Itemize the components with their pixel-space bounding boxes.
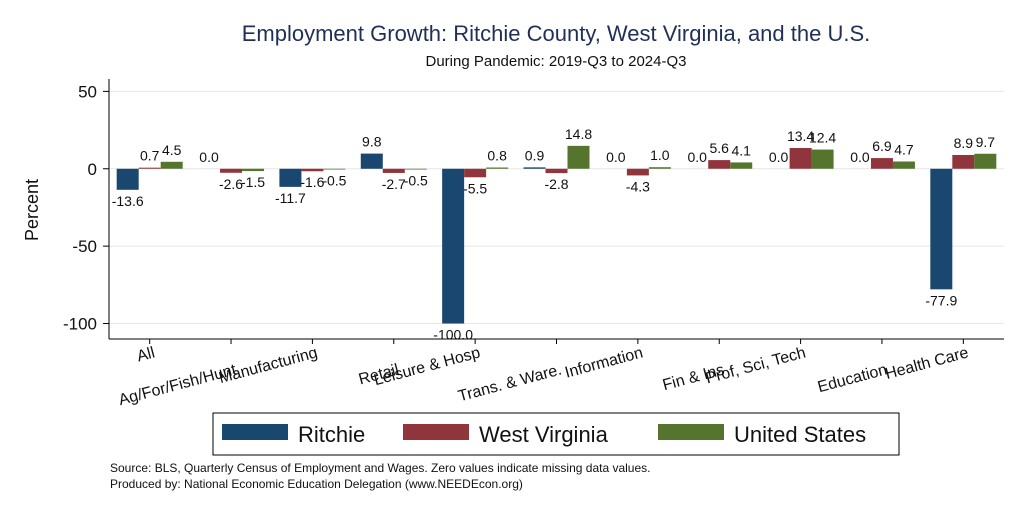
bar-united-states-retail <box>404 168 427 170</box>
bar-united-states-trans-ware <box>567 145 590 169</box>
bar-west-virginia-retail <box>382 168 405 173</box>
bar-west-virginia-ag-for-fish-hunt <box>220 168 243 173</box>
bar-ritchie-health-care <box>930 168 953 290</box>
y-tick-label: -100 <box>63 315 97 334</box>
bar-west-virginia-information <box>626 168 649 176</box>
bar-ritchie-trans-ware <box>523 167 546 169</box>
bar-west-virginia-leisure-hosp <box>464 168 487 178</box>
legend-swatch-united-states <box>658 424 724 440</box>
y-tick-label: 0 <box>88 160 97 179</box>
data-label-west-virginia-information: -4.3 <box>626 178 650 194</box>
bar-west-virginia-all <box>138 167 161 169</box>
legend: Ritchie West Virginia United States <box>212 412 900 456</box>
category-label-all: All <box>135 344 157 365</box>
data-label-ritchie-ag-for-fish-hunt: 0.0 <box>199 149 219 165</box>
data-label-west-virginia-trans-ware: -2.8 <box>544 176 568 192</box>
data-label-west-virginia-prof-sci-tech: 13.4 <box>787 128 814 144</box>
data-label-west-virginia-leisure-hosp: -5.5 <box>463 180 487 196</box>
data-label-west-virginia-manufacturing: -1.6 <box>300 174 324 190</box>
source-note: Source: BLS, Quarterly Census of Employm… <box>110 461 650 475</box>
bar-ritchie-all <box>116 168 139 190</box>
data-label-ritchie-retail: 9.8 <box>362 134 382 150</box>
data-label-ritchie-education: 0.0 <box>850 149 870 165</box>
data-label-ritchie-fin-ins: 0.0 <box>687 149 707 165</box>
data-label-ritchie-information: 0.0 <box>606 149 626 165</box>
y-axis-label: Percent <box>22 179 42 241</box>
y-tick-label: -50 <box>72 237 97 256</box>
data-labels: -13.60.7 4.5 0.0-2.6-1.5-11.7-1.6-0.59.8-2… <box>112 126 996 343</box>
bar-west-virginia-manufacturing <box>301 168 324 172</box>
data-label-west-virginia-health-care: 8.9 <box>954 135 974 151</box>
bar-west-virginia-fin-ins <box>708 160 731 169</box>
data-label-west-virginia-education: 6.9 <box>872 138 892 154</box>
bar-united-states-education <box>892 161 915 169</box>
bars <box>116 145 997 324</box>
data-label-united-states-trans-ware: 14.8 <box>565 126 592 142</box>
data-label-united-states-all: 4.5 <box>162 142 182 158</box>
y-ticks: 50 0 -50 -100 <box>63 82 109 334</box>
category-label-trans-ware: Trans. & Ware. <box>456 361 563 405</box>
legend-label-ritchie: Ritchie <box>298 422 365 447</box>
data-label-ritchie-leisure-hosp: -100.0 <box>433 327 473 343</box>
data-label-united-states-education: 4.7 <box>894 141 914 157</box>
bar-united-states-information <box>648 167 671 169</box>
bar-united-states-fin-ins <box>730 162 753 169</box>
data-label-united-states-fin-ins: 4.1 <box>731 142 751 158</box>
category-label-prof-sci-tech: Prof, Sci, Tech <box>704 344 808 387</box>
produced-by-note: Produced by: National Economic Education… <box>110 477 523 491</box>
data-label-united-states-information: 1.0 <box>650 147 670 163</box>
y-tick-label: 50 <box>78 82 97 101</box>
data-label-west-virginia-ag-for-fish-hunt: -2.6 <box>219 176 243 192</box>
data-label-ritchie-all: -13.6 <box>112 193 144 209</box>
data-label-ritchie-prof-sci-tech: 0.0 <box>769 149 789 165</box>
legend-swatch-ritchie <box>222 424 288 440</box>
data-label-united-states-manufacturing: -0.5 <box>322 173 346 189</box>
legend-label-united-states: United States <box>734 422 866 447</box>
category-label-education: Education <box>816 361 889 396</box>
category-label-information: Information <box>563 344 645 381</box>
bar-united-states-all <box>160 161 183 169</box>
bar-west-virginia-education <box>870 158 893 169</box>
legend-label-west-virginia: West Virginia <box>479 422 609 447</box>
legend-box <box>212 412 900 456</box>
chart-subtitle: During Pandemic: 2019-Q3 to 2024-Q3 <box>426 53 687 70</box>
bar-west-virginia-trans-ware <box>545 168 568 174</box>
category-label-health-care: Health Care <box>883 344 970 383</box>
bar-ritchie-retail <box>360 153 383 169</box>
legend-swatch-west-virginia <box>403 424 469 440</box>
chart-title: Employment Growth: Ritchie County, West … <box>242 21 871 46</box>
bar-united-states-leisure-hosp <box>486 167 509 169</box>
bar-united-states-health-care <box>974 153 997 169</box>
bar-ritchie-manufacturing <box>279 168 302 187</box>
data-label-west-virginia-all: 0.7 <box>140 148 160 164</box>
bar-united-states-manufacturing <box>323 168 346 170</box>
data-label-west-virginia-fin-ins: 5.6 <box>709 140 729 156</box>
plot-area <box>109 79 1004 339</box>
data-label-united-states-leisure-hosp: 0.8 <box>487 148 507 164</box>
bar-west-virginia-health-care <box>952 154 975 169</box>
data-label-ritchie-health-care: -77.9 <box>925 292 957 308</box>
data-label-united-states-prof-sci-tech: 12.4 <box>809 130 836 146</box>
data-label-united-states-health-care: 9.7 <box>976 134 996 150</box>
data-label-west-virginia-retail: -2.7 <box>382 176 406 192</box>
bar-ritchie-leisure-hosp <box>442 168 465 324</box>
data-label-united-states-retail: -0.5 <box>404 173 428 189</box>
data-label-ritchie-manufacturing: -11.7 <box>275 190 306 206</box>
data-label-united-states-ag-for-fish-hunt: -1.5 <box>241 174 265 190</box>
data-label-ritchie-trans-ware: 0.9 <box>525 147 545 163</box>
bar-west-virginia-prof-sci-tech <box>789 148 812 169</box>
bar-united-states-prof-sci-tech <box>811 149 834 169</box>
category-label-manufacturing: Manufacturing <box>217 344 319 387</box>
bar-united-states-ag-for-fish-hunt <box>242 168 265 172</box>
